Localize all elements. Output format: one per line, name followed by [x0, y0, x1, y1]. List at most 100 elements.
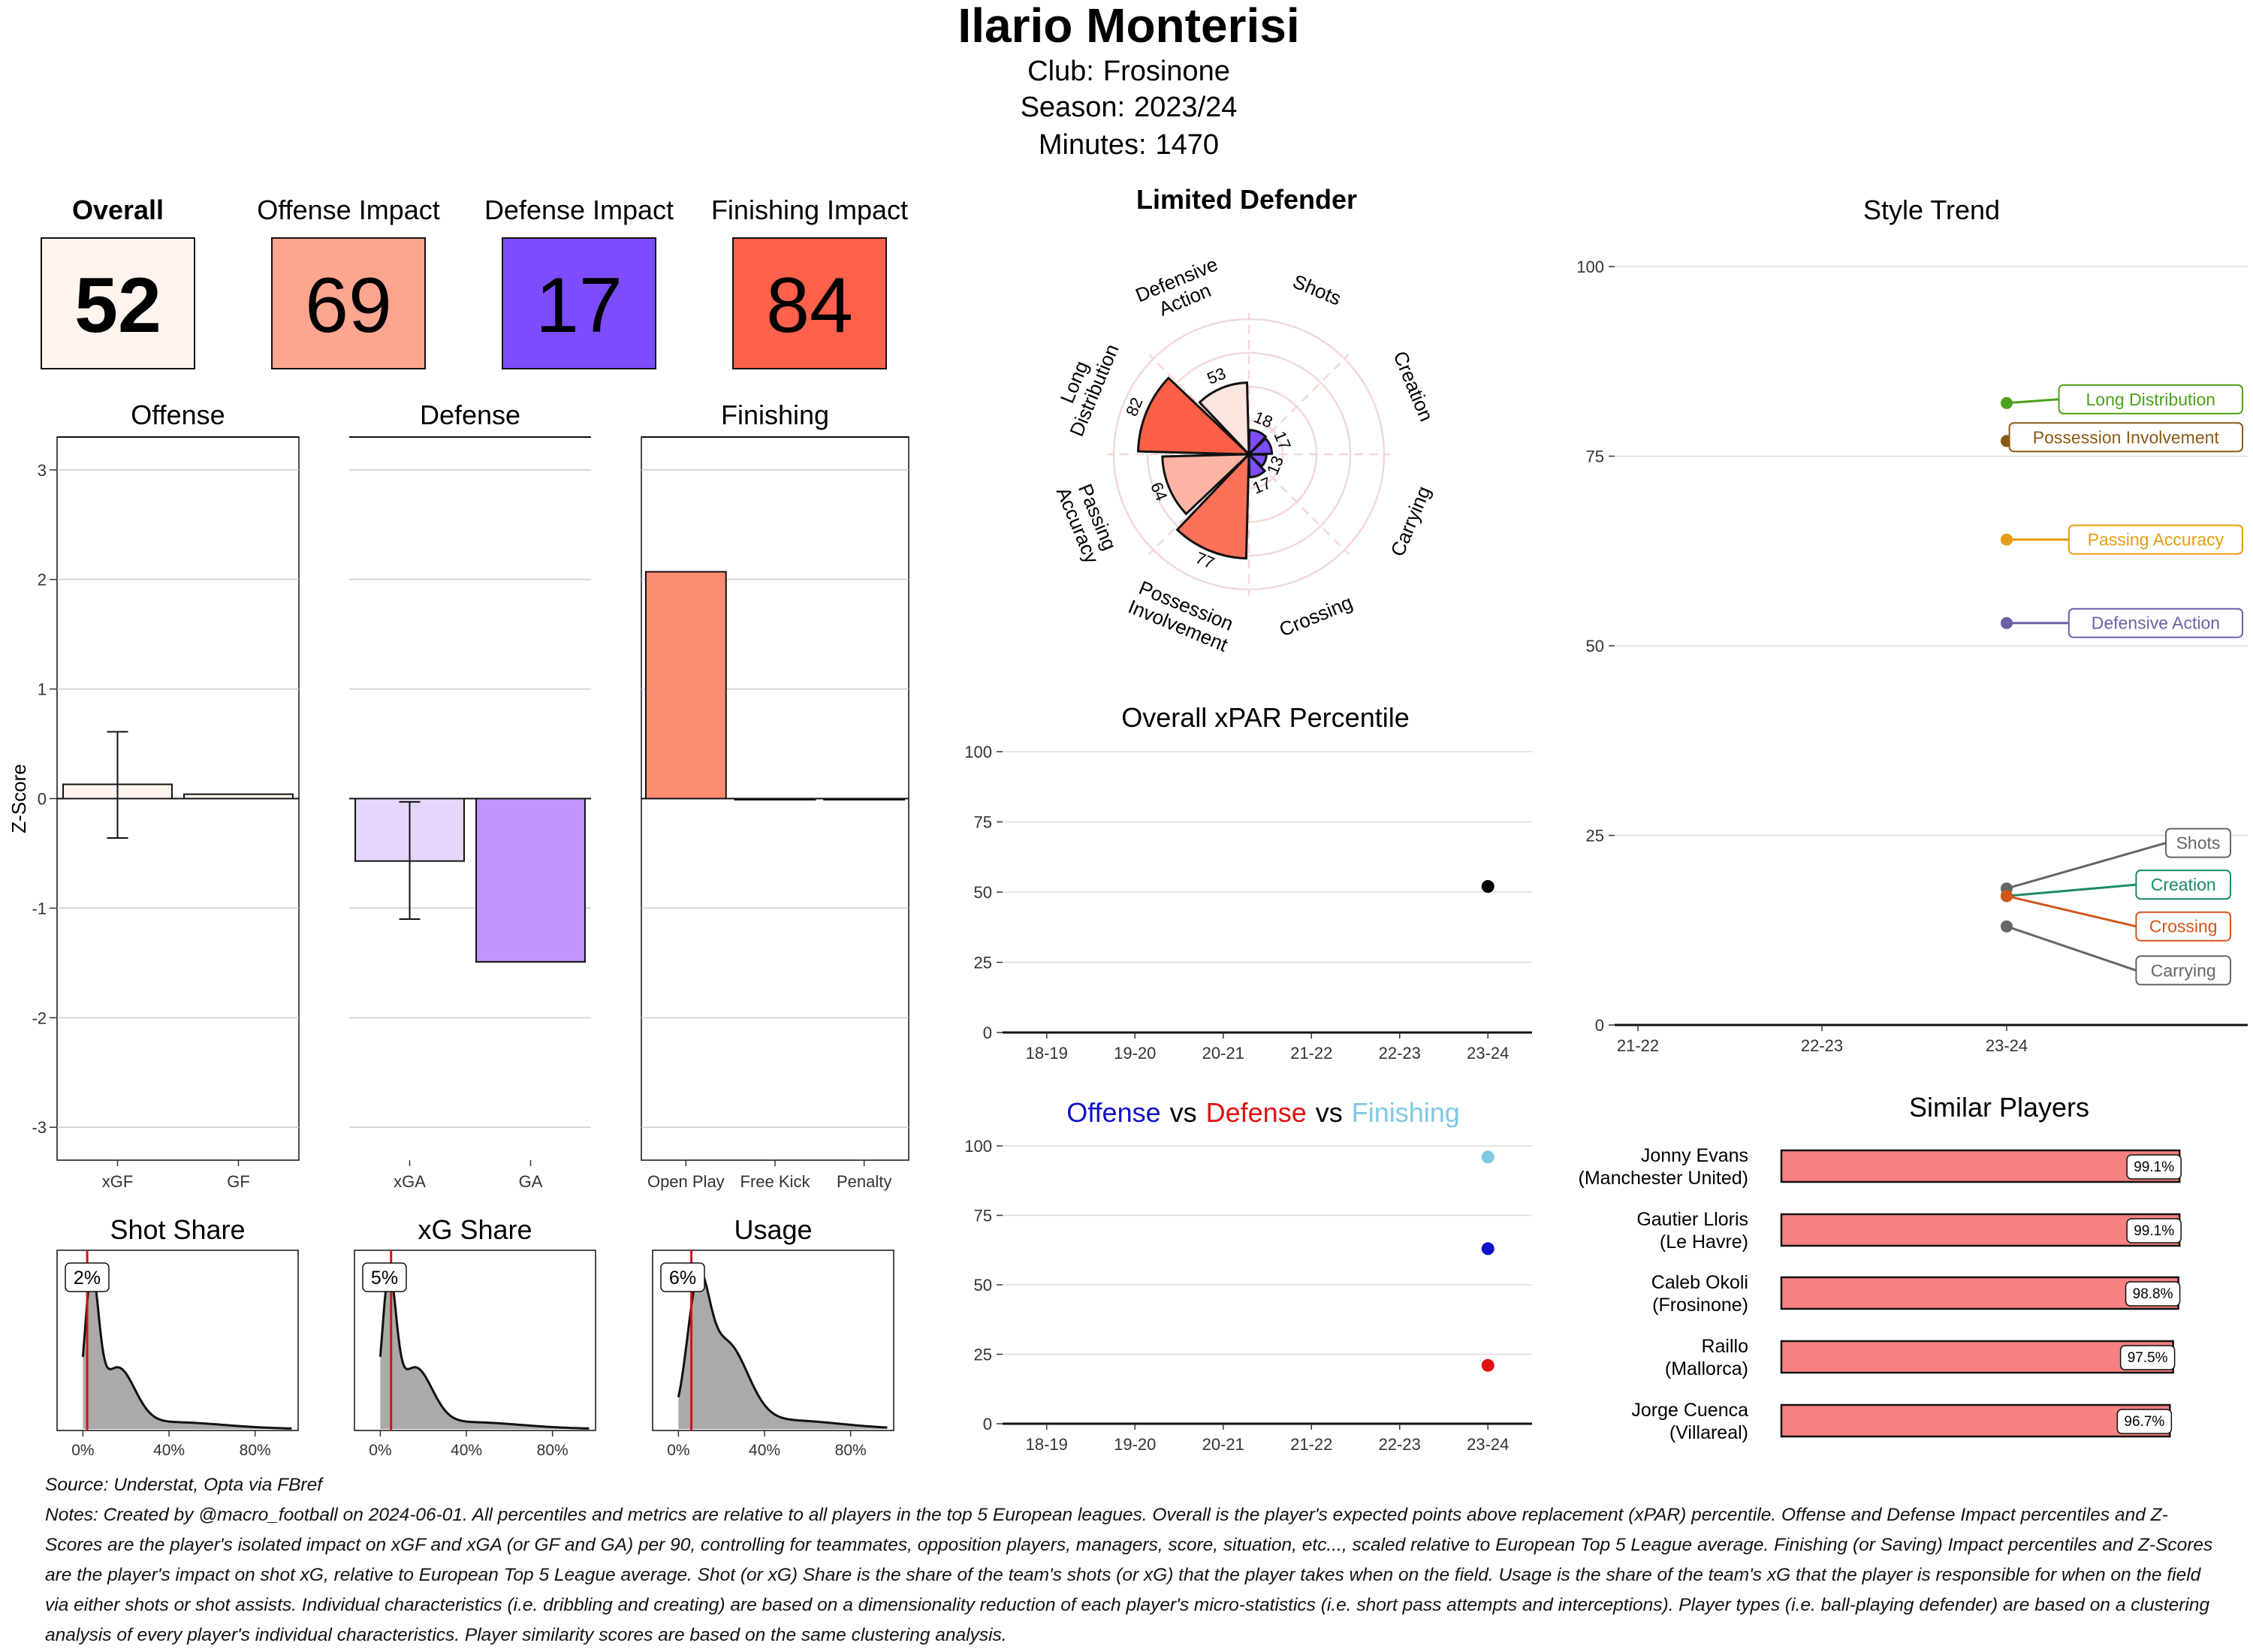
similarity-value: 97.5% — [2128, 1350, 2168, 1366]
density-line — [379, 1270, 590, 1430]
trend-connector — [2006, 842, 2167, 890]
score-label-2: Defense Impact — [484, 194, 674, 225]
style-trend-chart: Style Trend 100 75 50 25 0 21-22 22-23 23-24 Lon… — [1576, 194, 2248, 1055]
trend-connector — [2006, 883, 2137, 897]
radar-value-label: 18 — [1251, 408, 1275, 432]
trend-point-passing-accuracy — [2001, 533, 2013, 546]
density-line — [81, 1270, 292, 1430]
radar-bar-crossing — [1247, 451, 1267, 479]
density-value-box — [65, 1262, 110, 1292]
season-label: Season: — [1021, 92, 1125, 123]
x-tick-label: 23-24 — [1467, 1044, 1509, 1063]
radar-value-label: 53 — [1205, 363, 1229, 387]
xpar-percentile-chart: Overall xPAR Percentile 100 75 50 25 0 18-19 1… — [964, 702, 1532, 1063]
zscore-bar-open-play — [644, 571, 727, 800]
trend-label: Possession Involvement — [2033, 427, 2220, 447]
club-line: Club: Frosinone — [1027, 56, 1230, 87]
y-tick-label: 25 — [974, 1346, 992, 1364]
density-charts: Shot Share 2% 0% 40% 80% xG Share 5% 0% 40% 80% Us… — [56, 1214, 894, 1459]
similarity-value-box — [2119, 1345, 2176, 1370]
similarity-value: 99.1% — [2134, 1223, 2174, 1239]
trend-label: Passing Accuracy — [2088, 530, 2224, 550]
trend-label-box — [2135, 870, 2231, 900]
trend-point-long-distribution — [2001, 396, 2013, 409]
score-tiles: Overall 52 Offense Impact 69 Defense Impact 1… — [41, 194, 908, 369]
xpar-title: Overall xPAR Percentile — [1121, 702, 1409, 733]
x-tick-label: 18-19 — [1026, 1044, 1068, 1063]
similar-player-name: Jonny Evans — [1641, 1145, 1748, 1166]
x-tick-label: 20-21 — [1202, 1435, 1244, 1454]
ovd-title-finishing: Finishing — [1352, 1097, 1460, 1128]
methodology-notes: Notes: Created by @macro_football on 202… — [45, 1505, 2213, 1645]
zscore-tick-label: -3 — [32, 1118, 47, 1137]
y-tick-label: 0 — [983, 1023, 992, 1042]
x-tick-label: 22-23 — [1379, 1044, 1421, 1063]
x-tick-label: 22-23 — [1379, 1435, 1421, 1454]
radar-bar-creation — [1246, 436, 1274, 456]
density-area — [380, 1271, 590, 1429]
radar-bar-shots — [1247, 429, 1268, 457]
zscore-tick-label: 3 — [38, 461, 47, 480]
similar-player-name: Jorge Cuenca — [1631, 1400, 1748, 1421]
x-tick-label: 21-22 — [1290, 1435, 1332, 1454]
similarity-value-box — [2126, 1154, 2182, 1180]
ovd-title-offense: Offense — [1066, 1097, 1160, 1128]
xpar-point — [1481, 880, 1494, 894]
y-tick-label: 75 — [974, 813, 992, 832]
score-tile-0 — [41, 237, 195, 369]
similar-player-team: (Frosinone) — [1652, 1295, 1748, 1316]
similarity-value-box — [2116, 1409, 2173, 1434]
density-tick-label: 0% — [71, 1442, 94, 1459]
x-tick-label: 22-23 — [1801, 1036, 1843, 1055]
score-tile-1 — [271, 237, 426, 369]
score-value-0: 52 — [74, 262, 161, 349]
score-label-0: Overall — [72, 194, 164, 225]
density-value-box — [660, 1262, 705, 1292]
radar-title: Limited Defender — [1136, 184, 1357, 215]
density-value-label: 2% — [74, 1268, 101, 1289]
density-tick-label: 40% — [451, 1442, 482, 1459]
ovd-point-finishing — [1481, 1150, 1494, 1164]
ovd-title-defense: Defense — [1206, 1097, 1307, 1128]
zscore-tick-label: -1 — [32, 899, 47, 918]
similar-player-team: (Manchester United) — [1579, 1168, 1748, 1189]
density-title-1: xG Share — [418, 1214, 532, 1245]
x-tick-label: 20-21 — [1202, 1044, 1244, 1063]
density-tick-label: 80% — [835, 1442, 867, 1459]
y-tick-label: 0 — [1595, 1016, 1604, 1035]
player-name: Ilario Monterisi — [958, 0, 1299, 53]
trend-label: Long Distribution — [2086, 390, 2215, 409]
zscore-tick-label: -2 — [32, 1008, 47, 1027]
trend-point-defensive-action — [2001, 616, 2013, 629]
x-tick-label: 21-22 — [1617, 1036, 1659, 1055]
density-tick-label: 0% — [667, 1442, 689, 1459]
radar-category-label: Crossing — [1276, 591, 1356, 641]
trend-label-box — [2008, 422, 2244, 453]
score-label-1: Offense Impact — [257, 194, 439, 225]
category-label: Free Kick — [740, 1172, 811, 1191]
radar-bar-long-distribution — [1136, 376, 1252, 456]
minutes-line: Minutes: 1470 — [1039, 129, 1219, 161]
radar-category-label: LongDistribution — [1045, 333, 1123, 440]
score-tile-3 — [732, 237, 887, 369]
trend-label-box — [2068, 607, 2244, 638]
density-tick-label: 0% — [369, 1442, 391, 1459]
trend-label-box — [2135, 955, 2231, 986]
similarity-value-box — [2126, 1218, 2182, 1244]
zscore-tick-label: 1 — [38, 680, 47, 699]
density-line — [677, 1270, 888, 1429]
minutes-value: 1470 — [1156, 129, 1220, 161]
zscore-chart: Z-Score 3 2 1 0 -1 -2 -3 Offense xGF GF Defense xGA G… — [8, 399, 909, 1191]
y-tick-label: 100 — [964, 743, 992, 761]
ovd-title: Offense vs Defense vs Finishing — [1066, 1097, 1460, 1128]
density-title-2: Usage — [734, 1214, 812, 1245]
density-title-0: Shot Share — [110, 1214, 245, 1245]
trend-label: Crossing — [2149, 917, 2218, 936]
category-label: GA — [519, 1172, 543, 1191]
panel-title-defense: Defense — [420, 399, 520, 430]
trend-connector — [2006, 894, 2137, 928]
zscore-bar-ga — [475, 797, 586, 963]
season-line: Season: 2023/24 — [1021, 92, 1238, 123]
similarity-bar — [1780, 1340, 2174, 1374]
y-tick-label: 0 — [983, 1415, 992, 1433]
